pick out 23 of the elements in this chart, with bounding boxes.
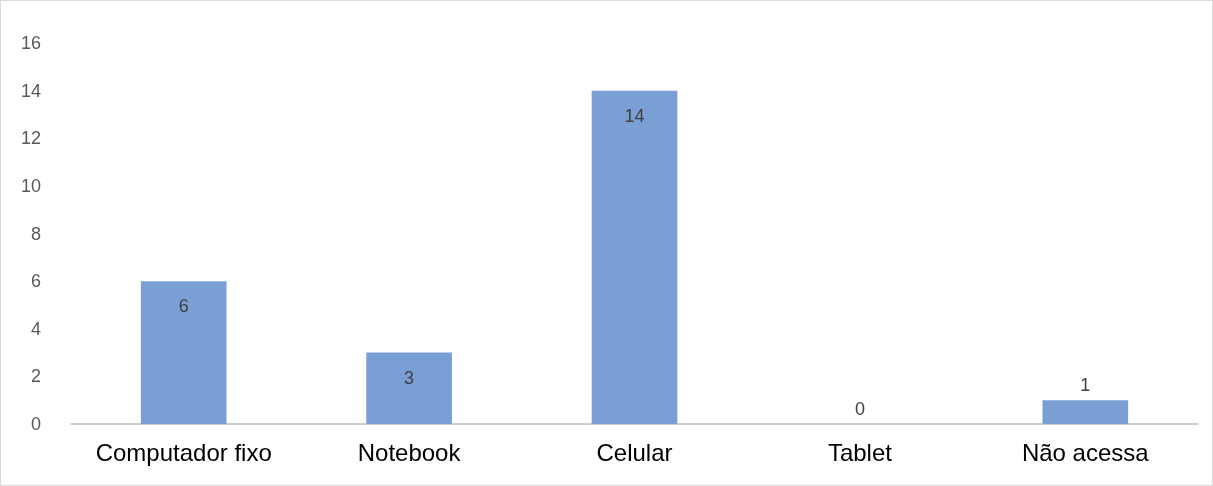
bar	[140, 281, 227, 424]
data-label: 6	[178, 296, 189, 317]
bar	[591, 90, 678, 424]
x-tick-label: Celular	[596, 438, 673, 466]
x-tick-label: Não acessa	[1021, 438, 1150, 466]
y-tick-label: 0	[30, 414, 41, 434]
y-tick-label: 6	[30, 271, 41, 292]
data-label: 1	[1080, 375, 1091, 396]
y-tick-label: 12	[20, 128, 41, 149]
y-tick-label: 4	[30, 318, 41, 339]
y-tick-label: 14	[20, 80, 41, 101]
data-label: 0	[854, 399, 865, 419]
y-tick-label: 16	[20, 33, 41, 53]
data-label: 14	[624, 105, 645, 126]
y-tick-label: 2	[30, 366, 41, 387]
x-tick-label: Notebook	[357, 438, 462, 466]
bar	[366, 352, 452, 424]
y-tick-label: 8	[30, 223, 41, 244]
x-tick-label: Computador fixo	[95, 438, 272, 466]
x-tick-label: Tablet	[827, 438, 893, 466]
data-label: 3	[404, 367, 415, 388]
y-tick-label: 10	[20, 175, 41, 196]
bar	[1042, 400, 1129, 424]
